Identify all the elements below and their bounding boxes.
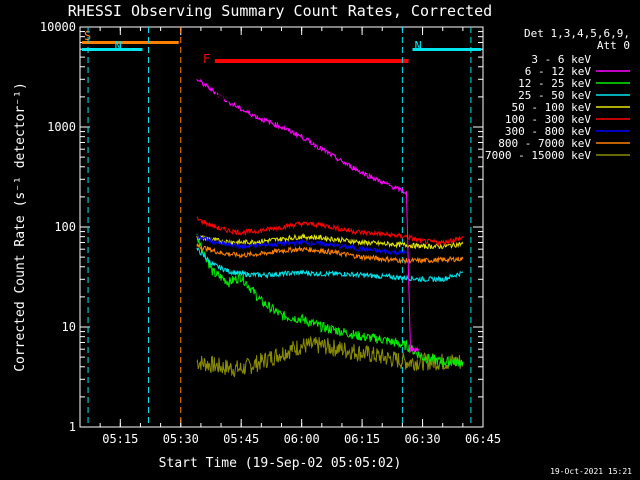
x-tick-label: 05:45 bbox=[223, 432, 259, 446]
y-axis-label: Corrected Count Rate (s⁻¹ detector⁻¹) bbox=[13, 82, 28, 372]
series-line-4 bbox=[196, 232, 464, 250]
legend-entry-label: 50 - 100 keV bbox=[512, 101, 592, 114]
series-line-6 bbox=[196, 233, 407, 257]
y-tick-label: 1000 bbox=[47, 120, 76, 134]
y-tick-label: 10 bbox=[62, 320, 76, 334]
series-line-2 bbox=[196, 233, 464, 368]
series-line-8 bbox=[196, 335, 464, 378]
flag-label: N bbox=[114, 39, 121, 53]
legend-header-line-2: Att 0 bbox=[597, 39, 630, 52]
flag-bars: S N N F bbox=[82, 27, 481, 427]
footer-date: 19-Oct-2021 15:21 bbox=[550, 467, 632, 476]
series-line-3 bbox=[196, 247, 464, 283]
x-tick-label: 05:15 bbox=[102, 432, 138, 446]
x-tick-label: 06:30 bbox=[404, 432, 440, 446]
series-line-5 bbox=[196, 215, 464, 247]
legend-entry-label: 7000 - 15000 keV bbox=[485, 149, 591, 162]
x-tick-label: 06:00 bbox=[284, 432, 320, 446]
x-tick-label: 06:45 bbox=[465, 432, 501, 446]
x-tick-label: 05:30 bbox=[163, 432, 199, 446]
series-line-0 bbox=[196, 84, 407, 177]
series-line-1 bbox=[196, 78, 419, 353]
y-tick-label: 10000 bbox=[40, 20, 76, 34]
legend-entry-label: 800 - 7000 keV bbox=[498, 137, 591, 150]
flag-bar bbox=[82, 41, 179, 44]
y-tick-label: 1 bbox=[69, 420, 76, 434]
legend-header-line-1: Det 1,3,4,5,6,9, bbox=[524, 27, 630, 40]
series-line-7 bbox=[196, 243, 464, 265]
chart-title: RHESSI Observing Summary Count Rates, Co… bbox=[68, 2, 492, 20]
legend-entry-label: 3 - 6 keV bbox=[531, 53, 591, 66]
legend-entry-label: 300 - 800 keV bbox=[505, 125, 591, 138]
legend-entry-label: 12 - 25 keV bbox=[518, 77, 591, 90]
flag-bar bbox=[412, 48, 481, 51]
legend-entry-label: 6 - 12 keV bbox=[525, 65, 592, 78]
legend-entry-label: 25 - 50 keV bbox=[518, 89, 591, 102]
series-group bbox=[196, 78, 464, 378]
flag-bar bbox=[214, 59, 409, 63]
flag-bar bbox=[82, 48, 143, 51]
flag-label: S bbox=[84, 29, 91, 43]
x-tick-label: 06:15 bbox=[344, 432, 380, 446]
axis-ticks: 05:15 05:30 05:45 06:00 06:15 06:30 06:45 1 10 10… bbox=[40, 20, 501, 446]
x-axis-label: Start Time (19-Sep-02 05:05:02) bbox=[159, 456, 402, 471]
flag-label: N bbox=[414, 39, 421, 53]
legend-entry-label: 100 - 300 keV bbox=[505, 113, 591, 126]
flag-label: F bbox=[203, 52, 210, 66]
y-tick-label: 100 bbox=[54, 220, 76, 234]
